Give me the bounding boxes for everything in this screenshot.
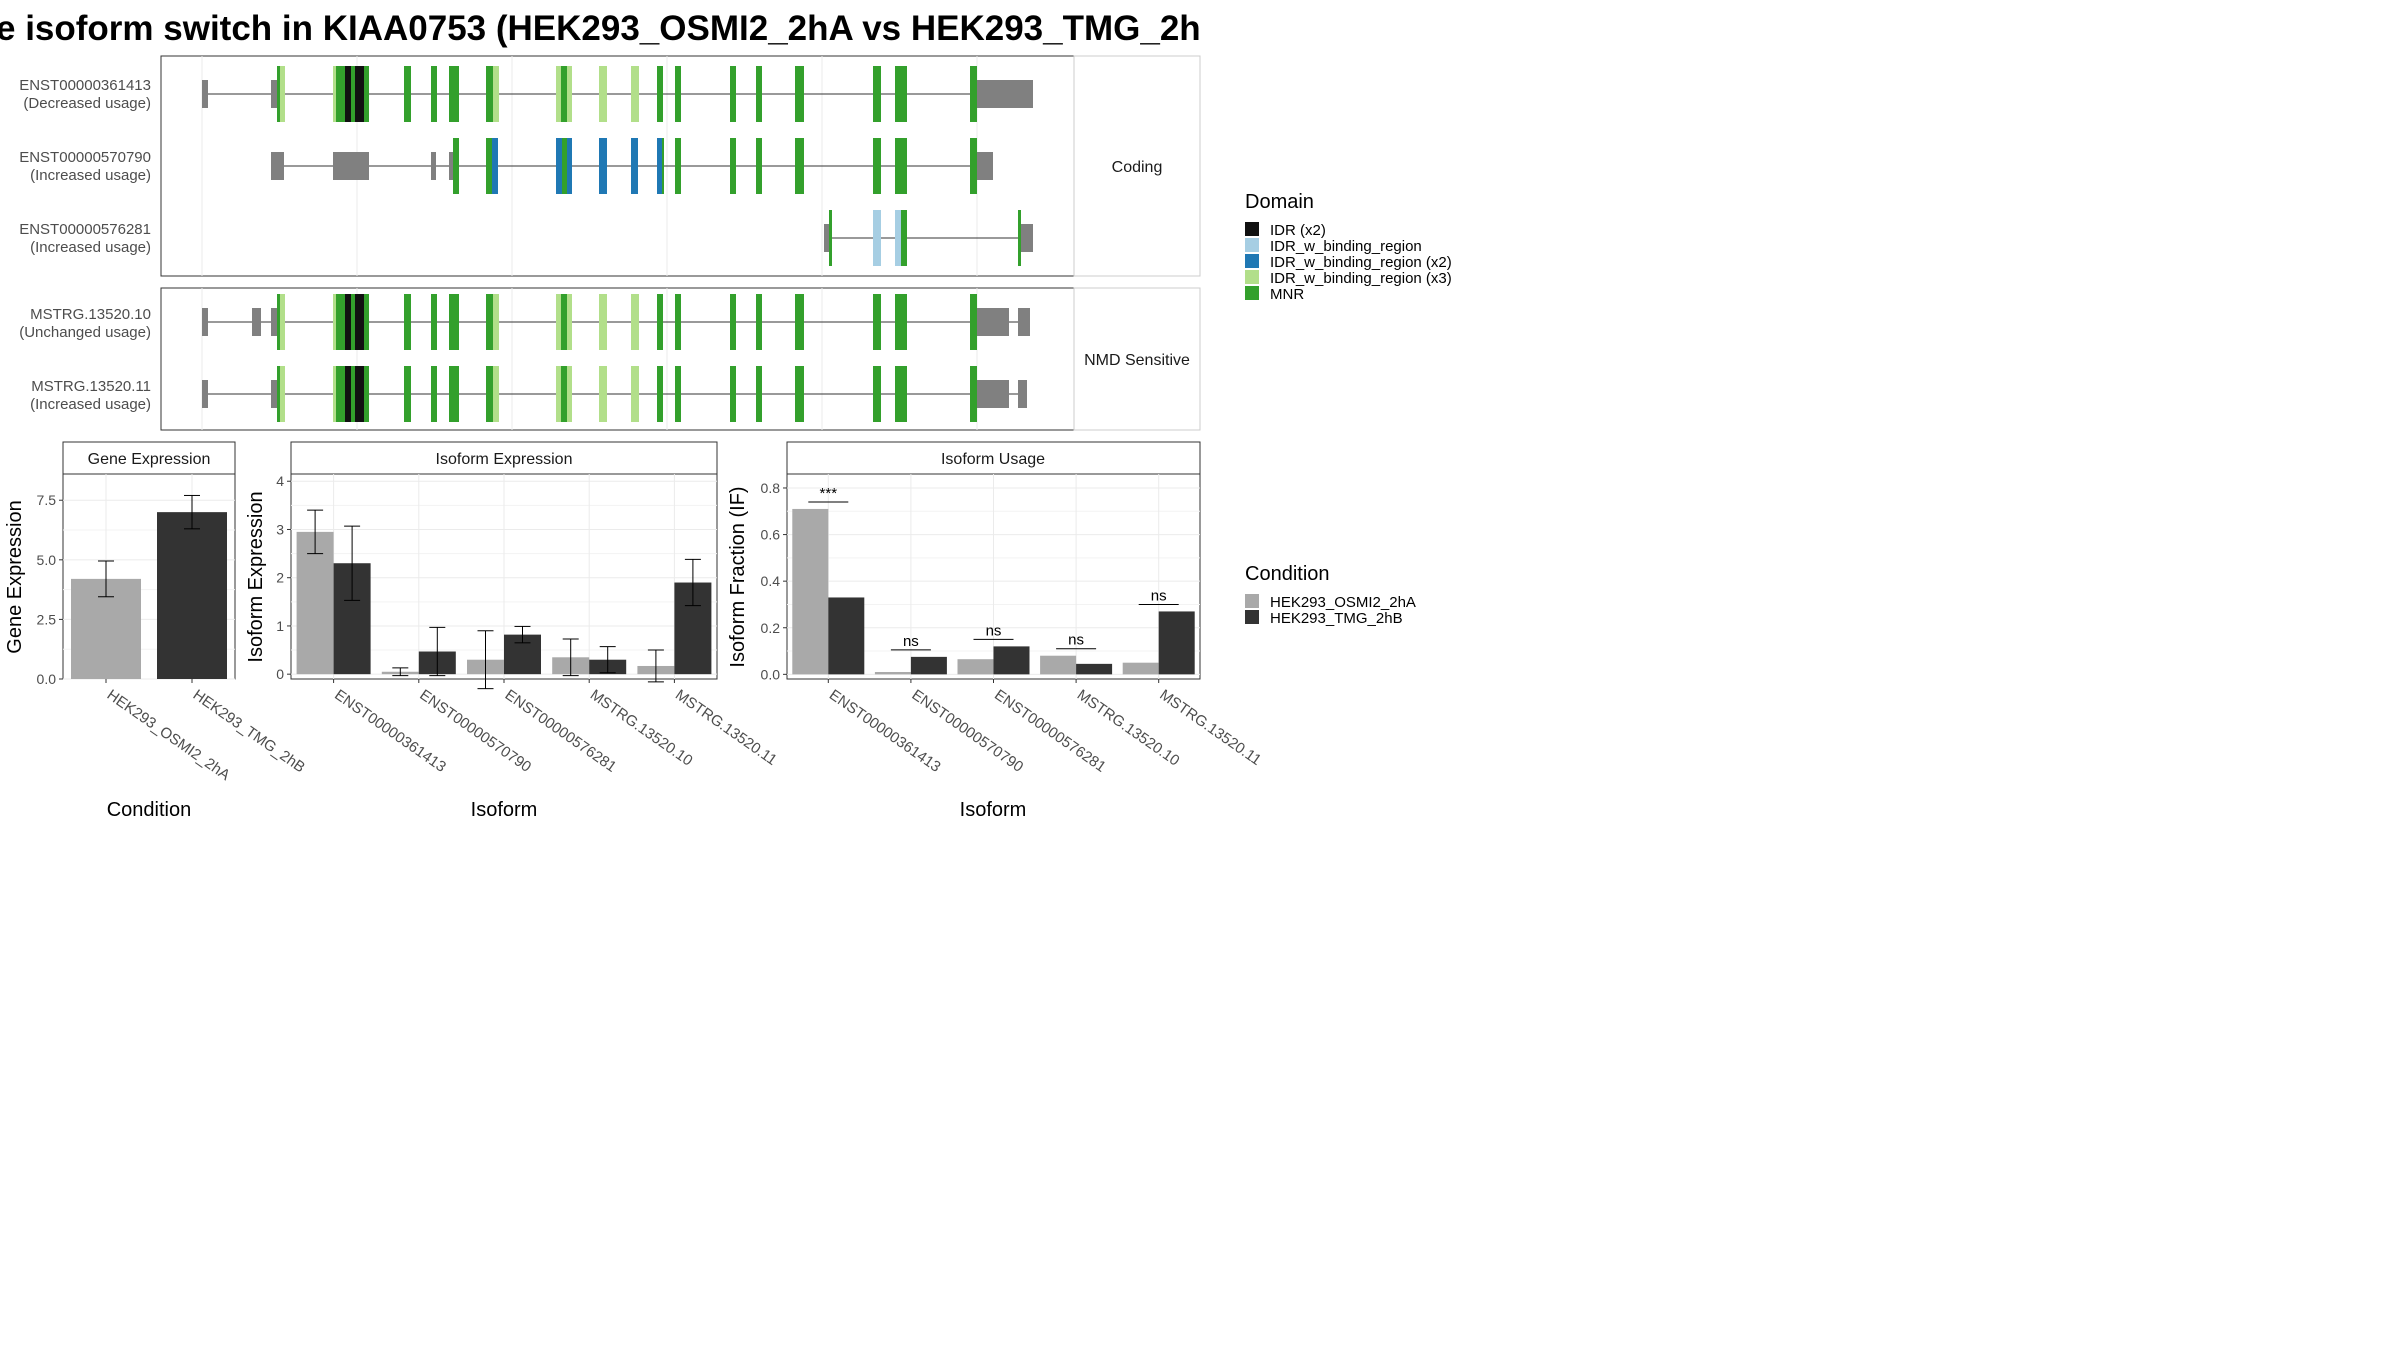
y-tick-label: 0.2: [761, 620, 781, 636]
bar: [1076, 663, 1113, 675]
legend-label: IDR_w_binding_region (x2): [1270, 254, 1452, 271]
legend-swatch-idr-binding-x2: [1245, 254, 1259, 268]
isoform-switch-figure: e isoform switch in KIAA0753 (HEK293_OSM…: [0, 9, 1452, 821]
domain-legend: Domain IDR (x2) IDR_w_binding_region IDR…: [1245, 191, 1452, 303]
isoform-expression-y-label: Isoform Expression: [245, 491, 267, 662]
legend-label: IDR_w_binding_region (x3): [1270, 270, 1452, 287]
isoform-track-MSTRG.13520.10: MSTRG.13520.10 (Unchanged usage): [19, 294, 1030, 350]
panel-nmd-label: NMD Sensitive: [1084, 352, 1190, 369]
bar: [1158, 611, 1195, 675]
y-tick-label: 2: [276, 570, 284, 586]
isoform-usage-label: (Unchanged usage): [19, 324, 151, 341]
domain-legend-title: Domain: [1245, 191, 1314, 213]
y-tick-label: 4: [276, 473, 284, 489]
significance-label: ns: [903, 633, 919, 650]
isoform-id-label: ENST00000361413: [19, 77, 151, 94]
isoform-usage-y-label: Isoform Fraction (IF): [727, 486, 749, 667]
structure-panel-coding: Coding ENST00000361413 (Decreased usage): [19, 55, 1201, 277]
y-tick-label: 0.4: [761, 573, 781, 589]
legend-swatch-osmi2: [1245, 594, 1259, 608]
bar: [874, 672, 911, 675]
legend-swatch-tmg: [1245, 610, 1259, 624]
isoform-expression-chart: Isoform Expression 01234ENST00000361413E…: [245, 441, 780, 821]
panel-nmd-plot-bg: [160, 287, 1075, 431]
panel-coding-strip: [1073, 55, 1201, 277]
gene-expression-x-label: Condition: [107, 799, 192, 821]
y-tick-label: 0.8: [761, 480, 781, 496]
isoform-id-label: MSTRG.13520.10: [30, 306, 151, 323]
panel-nmd-strip: [1073, 287, 1201, 431]
bar: [910, 656, 947, 675]
isoform-track-ENST00000576281: ENST00000576281 (Increased usage): [19, 210, 1033, 266]
figure-title: e isoform switch in KIAA0753 (HEK293_OSM…: [0, 9, 1201, 48]
legend-swatch-idr-binding: [1245, 238, 1259, 252]
y-tick-label: 3: [276, 521, 284, 537]
y-tick-label: 2.5: [37, 611, 57, 627]
gene-expression-strip-title: Gene Expression: [88, 451, 211, 468]
bar: [1122, 662, 1159, 675]
exon-blocks: [202, 366, 1027, 422]
bar: [792, 508, 829, 675]
isoform-id-label: ENST00000570790: [19, 149, 151, 166]
legend-label: HEK293_TMG_2hB: [1270, 610, 1403, 627]
panel-coding-label: Coding: [1112, 159, 1163, 176]
y-tick-label: 7.5: [37, 492, 57, 508]
condition-legend-title: Condition: [1245, 563, 1330, 585]
significance-label: ***: [820, 485, 838, 502]
bar: [828, 597, 865, 675]
isoform-id-label: ENST00000576281: [19, 221, 151, 238]
legend-swatch-idr-binding-x3: [1245, 270, 1259, 284]
legend-label: IDR (x2): [1270, 222, 1326, 239]
condition-legend: Condition HEK293_OSMI2_2hA HEK293_TMG_2h…: [1245, 563, 1416, 627]
isoform-usage-chart: Isoform Usage *** ns ns ns ns 0.0 0.2 0.4 0.6 0.8…: [727, 441, 1264, 821]
isoform-usage-label: (Increased usage): [30, 396, 151, 413]
isoform-usage-label: (Decreased usage): [23, 95, 151, 112]
exon-blocks: [824, 210, 1033, 266]
isoform-expression-strip: [290, 441, 718, 475]
bar: [993, 646, 1030, 675]
isoform-expression-x-label: Isoform: [471, 799, 538, 821]
isoform-id-label: MSTRG.13520.11: [31, 378, 151, 395]
y-tick-label: 5.0: [37, 552, 57, 568]
legend-label: HEK293_OSMI2_2hA: [1270, 594, 1416, 611]
exon-blocks: [271, 138, 993, 194]
y-tick-label: 0: [276, 666, 284, 682]
isoform-usage-label: (Increased usage): [30, 239, 151, 256]
isoform-track-MSTRG.13520.11: MSTRG.13520.11 (Increased usage): [30, 366, 1027, 422]
y-tick-label: 0.0: [37, 671, 57, 687]
exon-blocks: [202, 66, 1033, 122]
isoform-expression-strip-title: Isoform Expression: [436, 451, 573, 468]
significance-label: ns: [1151, 587, 1167, 604]
legend-swatch-idr-x2: [1245, 222, 1259, 236]
bar: [296, 531, 334, 675]
y-tick-label: 1: [276, 618, 284, 634]
legend-label: IDR_w_binding_region: [1270, 238, 1422, 255]
legend-swatch-mnr: [1245, 286, 1259, 300]
structure-panel-nmd: NMD Sensitive MSTRG.13520.10 (Unchanged …: [19, 287, 1201, 431]
exon-blocks: [202, 294, 1030, 350]
significance-label: ns: [1068, 632, 1084, 649]
y-tick-label: 0.0: [761, 666, 781, 682]
bar: [1040, 655, 1077, 675]
isoform-usage-label: (Increased usage): [30, 167, 151, 184]
isoform-track-ENST00000361413: ENST00000361413 (Decreased usage): [19, 66, 1033, 122]
legend-label: MNR: [1270, 286, 1304, 303]
isoform-track-ENST00000570790: ENST00000570790 (Increased usage): [19, 138, 993, 194]
isoform-usage-x-label: Isoform: [960, 799, 1027, 821]
isoform-usage-strip-title: Isoform Usage: [941, 451, 1045, 468]
bar: [957, 659, 994, 675]
significance-label: ns: [986, 622, 1002, 639]
bar: [157, 512, 227, 679]
y-tick-label: 0.6: [761, 527, 781, 543]
gene-expression-y-label: Gene Expression: [4, 500, 26, 653]
